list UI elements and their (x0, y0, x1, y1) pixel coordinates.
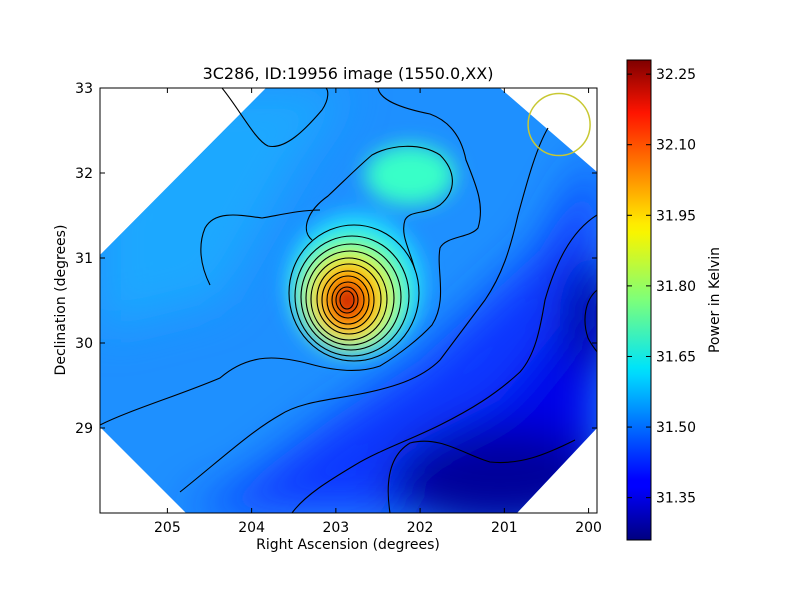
beam-marker (527, 92, 591, 157)
colorbar-tick-label: 31.80 (656, 279, 696, 295)
contour-top-left (221, 88, 329, 148)
x-axis-ticks: 205 204 203 202 201 200 (154, 88, 602, 536)
colorbar: 31.35 31.50 31.65 31.80 31.95 32.10 32.25 Powe… (626, 59, 723, 541)
colorbar-tick-label: 31.50 (656, 420, 696, 436)
contour-secondary (305, 145, 453, 271)
x-axis-label: Right Ascension (degrees) (256, 537, 440, 553)
colorbar-gradient (626, 59, 652, 541)
contour-lines (100, 88, 597, 513)
colorbar-tick-label: 31.95 (656, 208, 696, 224)
contour-top-right (100, 88, 482, 426)
contour-right-edge (179, 127, 549, 493)
y-tick-label: 31 (75, 251, 93, 267)
contour-lower-right (291, 214, 597, 513)
chart-title: 3C286, ID:19956 image (1550.0,XX) (203, 64, 494, 83)
x-tick-label: 201 (491, 520, 518, 536)
colorbar-tick-label: 31.35 (656, 491, 696, 507)
y-tick-label: 32 (75, 166, 93, 182)
y-tick-label: 30 (75, 336, 93, 352)
x-tick-label: 200 (575, 520, 602, 536)
contour-lower-blob (387, 439, 576, 513)
x-tick-label: 202 (407, 520, 434, 536)
colorbar-label: Power in Kelvin (707, 247, 723, 353)
contour-left-loop (200, 209, 321, 286)
colorbar-ticks: 31.35 31.50 31.65 31.80 31.95 32.10 32.25 (627, 67, 696, 507)
colorbar-tick-label: 32.10 (656, 138, 696, 154)
y-axis-label: Declination (degrees) (53, 225, 69, 376)
x-tick-label: 205 (154, 520, 181, 536)
y-tick-label: 29 (75, 421, 93, 437)
heatmap-field (100, 88, 597, 513)
x-tick-label: 203 (322, 520, 349, 536)
x-tick-label: 204 (238, 520, 265, 536)
contour-main-rings (288, 224, 420, 362)
colorbar-tick-label: 32.25 (656, 67, 696, 83)
y-tick-label: 33 (75, 81, 93, 97)
contour-right-small (584, 289, 597, 353)
plot-frame (99, 87, 598, 514)
y-axis-ticks: 29 30 31 32 33 (75, 81, 597, 437)
colorbar-tick-label: 31.65 (656, 349, 696, 365)
